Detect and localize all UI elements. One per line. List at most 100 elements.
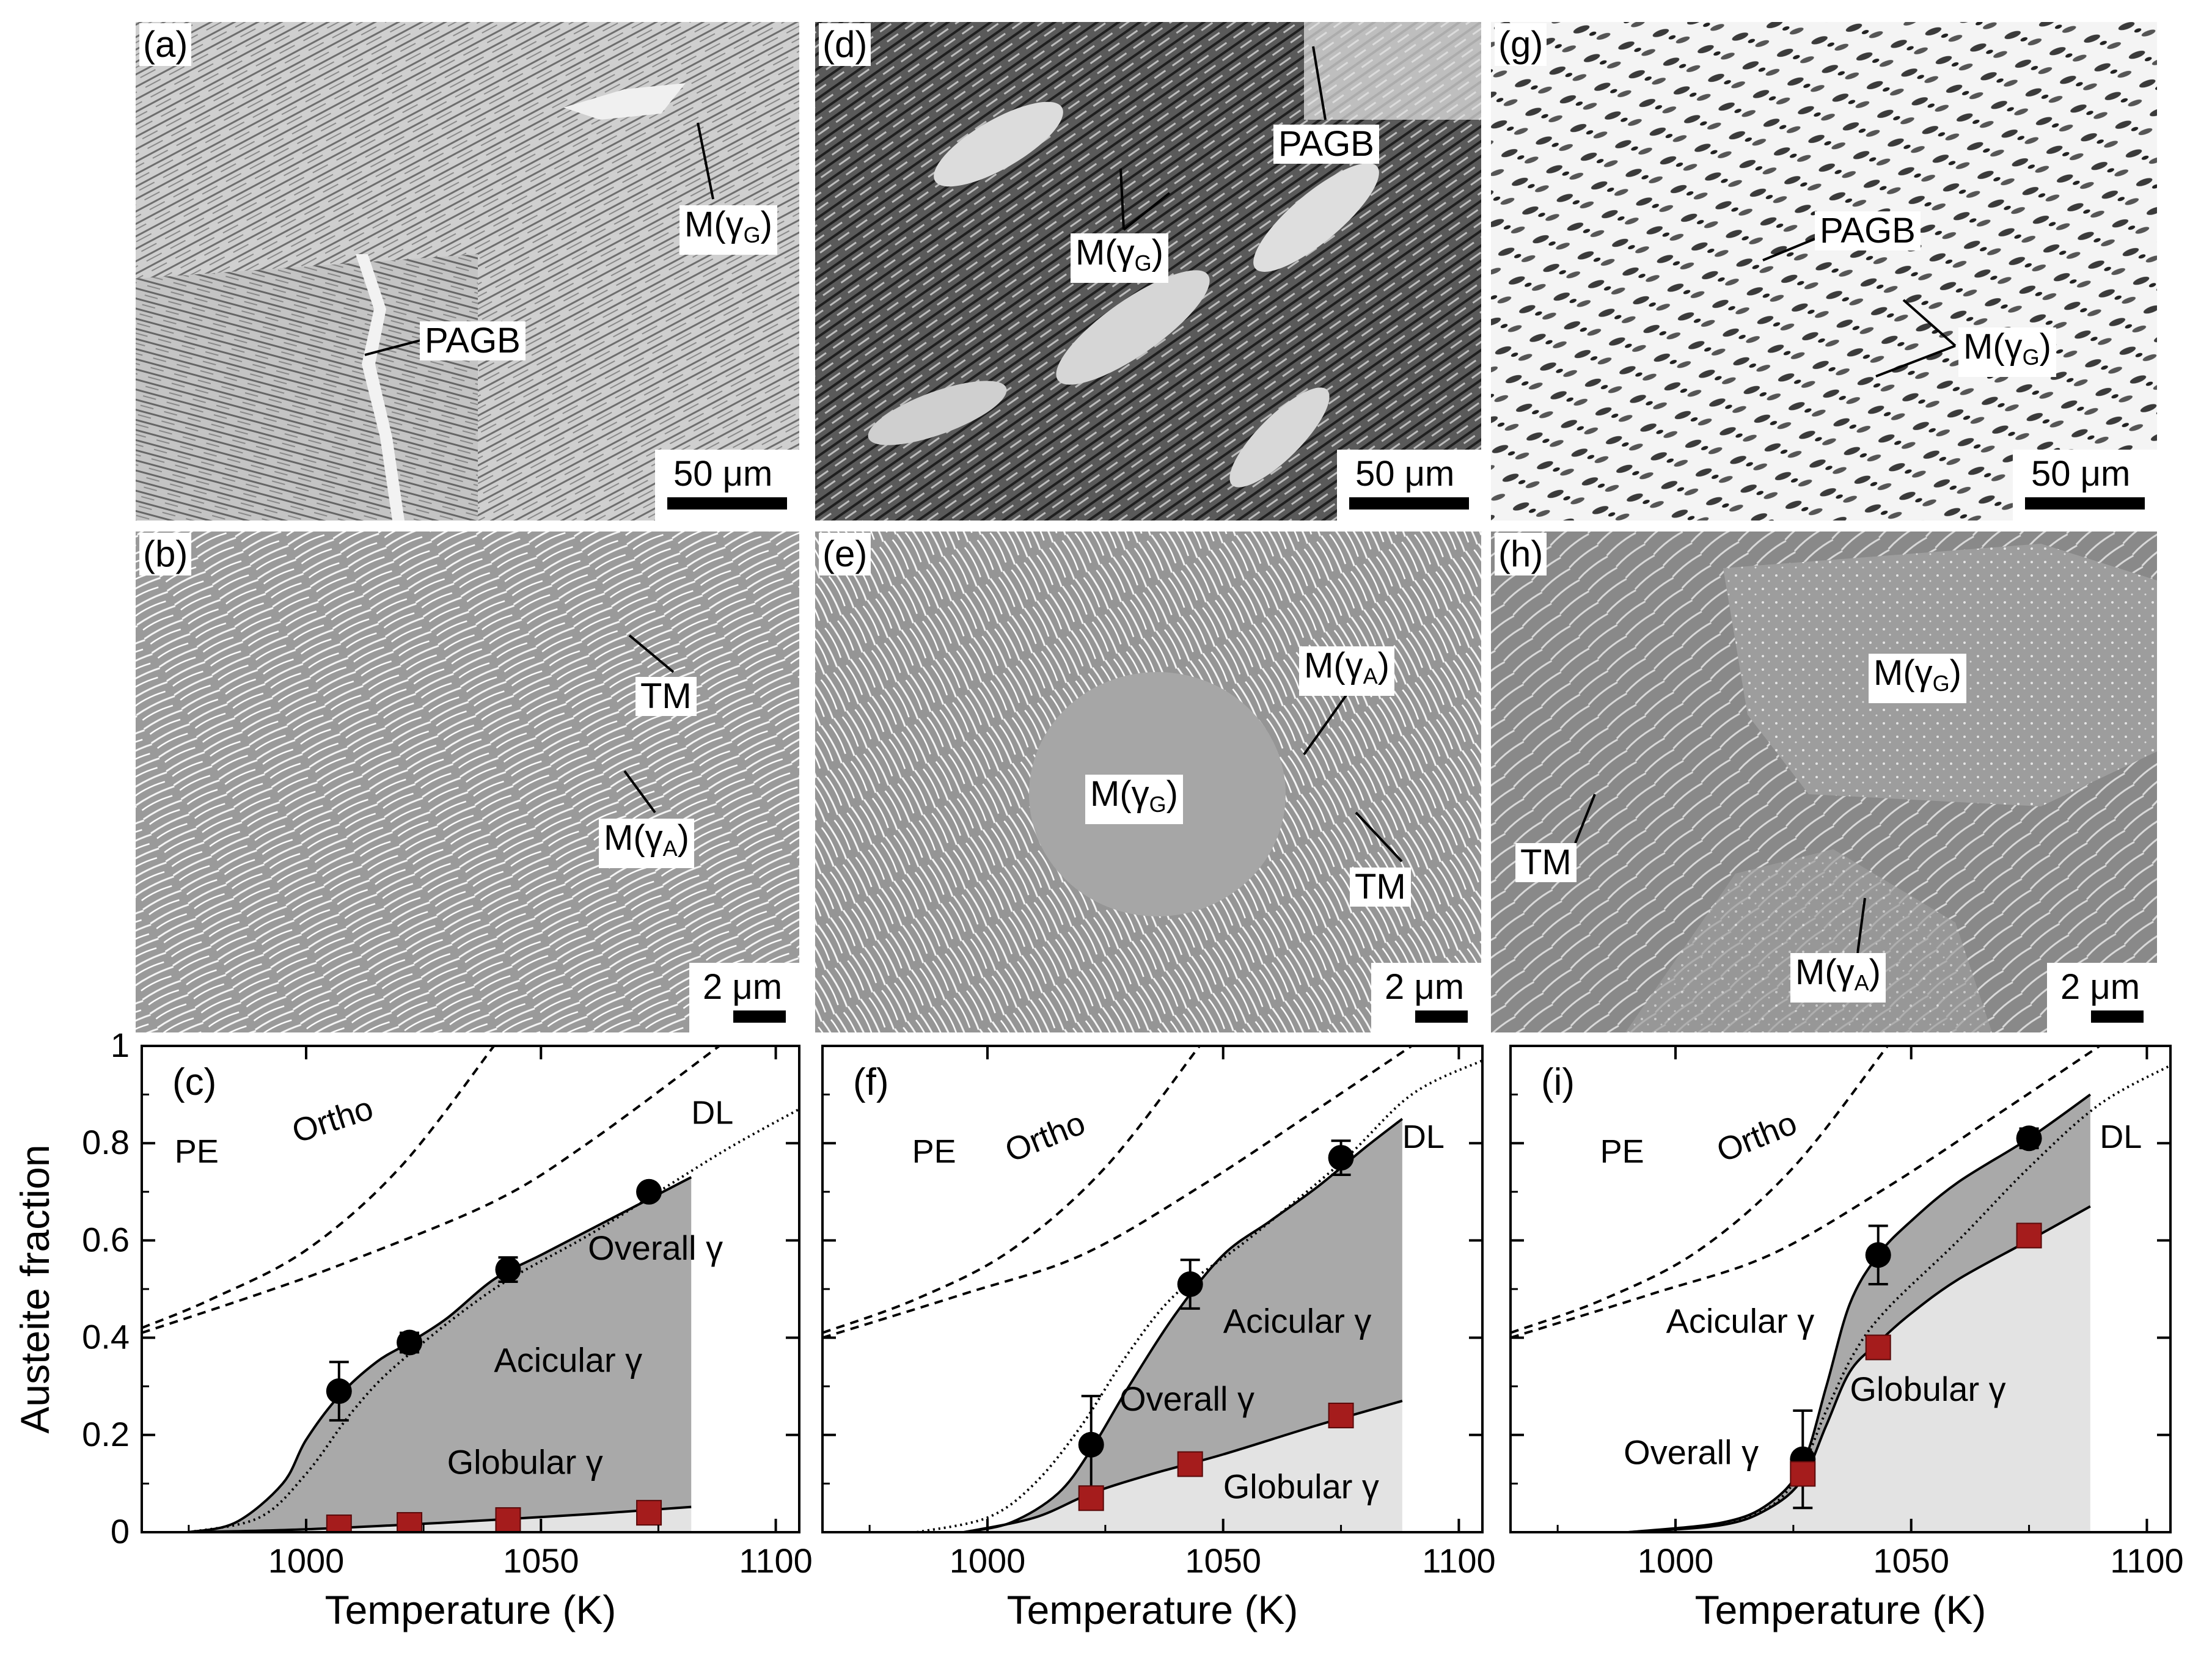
globular-region	[188, 1507, 692, 1532]
pointer-lines	[623, 634, 675, 814]
overall-label: Overall γ	[1119, 1379, 1254, 1418]
globular-point	[1790, 1461, 1816, 1487]
globular-curve	[188, 1505, 692, 1532]
pointer-lines	[1762, 238, 1957, 378]
scale-bar-label: 2 μm	[1385, 967, 1465, 1007]
x-tick-label: 1050	[1185, 1541, 1261, 1580]
panel-letter: (d)	[819, 23, 871, 66]
pointer-lines	[364, 122, 714, 356]
globular-point	[326, 1514, 352, 1532]
panel-letter: (f)	[853, 1061, 889, 1103]
micrograph-d: (d) PAGB M(γG) 50 μm	[815, 22, 1481, 521]
label-pagb: PAGB	[420, 321, 526, 360]
panel-letter: (g)	[1495, 23, 1547, 66]
overall-point	[1328, 1145, 1354, 1171]
globular-point	[2016, 1222, 2042, 1249]
scale-bar-label: 50 μm	[1355, 454, 1455, 494]
scale-bar-line	[733, 1010, 786, 1023]
overall-point	[1865, 1242, 1891, 1268]
label-m-gamma-g: M(γG)	[1085, 775, 1183, 824]
pointer-lines	[1303, 683, 1403, 863]
pe-curve	[142, 1046, 496, 1329]
globular-point	[1328, 1402, 1354, 1428]
ortho-label: Ortho	[1712, 1105, 1802, 1169]
dl-label: DL	[1402, 1119, 1445, 1155]
micrograph-a: (a) M(γG) PAGB 50 μm	[136, 22, 799, 521]
label-m-gamma-a: M(γA)	[599, 819, 694, 868]
chart-1: 0 0.2 0.4 0.6 0.8 1 1000 1050 1100 Temperature (K…	[82, 1026, 813, 1632]
micrograph-g-texture	[1491, 22, 2157, 521]
scale-bar: 2 μm	[2047, 963, 2157, 1032]
globular-point	[1078, 1485, 1104, 1511]
micrograph-h: (h) M(γG) TM M(γA) 2 μm	[1491, 532, 2157, 1032]
scale-bar-line	[1415, 1010, 1468, 1023]
scale-bar: 2 μm	[689, 963, 799, 1032]
panel-letter: (c)	[172, 1061, 216, 1103]
pe-label: PE	[1600, 1133, 1644, 1170]
x-tick-label: 1100	[2110, 1541, 2183, 1580]
plot-area	[822, 1046, 1482, 1532]
acicular-region	[1628, 1094, 2090, 1532]
x-tick-label: 1000	[950, 1541, 1026, 1580]
acicular-label: Acicular γ	[494, 1340, 642, 1379]
acicular-region	[964, 1119, 1402, 1532]
globular-label: Globular γ	[1850, 1370, 2005, 1408]
overall-label: Overall γ	[588, 1229, 723, 1267]
globular-region	[1628, 1206, 2090, 1532]
scale-bar-line	[2025, 497, 2145, 510]
x-axis-label: Temperature (K)	[1007, 1587, 1298, 1632]
panel-letter: (i)	[1541, 1061, 1575, 1103]
x-tick-label: 1100	[1422, 1541, 1495, 1580]
overall-label: Overall γ	[1624, 1433, 1759, 1472]
scale-bar-label: 50 μm	[673, 454, 773, 494]
panel-letter: (h)	[1495, 533, 1547, 575]
label-pagb: PAGB	[1815, 211, 1921, 250]
y-tick-label: 0.8	[82, 1123, 130, 1161]
y-tick-label: 0.2	[82, 1415, 130, 1453]
pointer-lines	[1119, 46, 1327, 231]
overall-point	[2016, 1125, 2042, 1152]
chart-2: 1000 1050 1100 Temperature (K) (f) PE Ortho DL A…	[821, 1045, 1496, 1632]
scale-bar: 50 μm	[1337, 450, 1481, 521]
micrograph-a-texture	[136, 22, 799, 521]
y-axis-label: Austeite fraction	[12, 1144, 57, 1433]
globular-point	[495, 1507, 521, 1532]
x-tick-label: 1000	[1638, 1541, 1714, 1580]
scale-bar: 2 μm	[1371, 963, 1481, 1032]
scale-bar-line	[667, 497, 787, 510]
scale-bar-label: 2 μm	[703, 967, 783, 1007]
y-tick-label: 0.4	[82, 1318, 130, 1356]
plot-area	[1511, 1046, 2170, 1532]
x-axis-label: Temperature (K)	[1695, 1587, 1987, 1632]
ortho-label: Ortho	[288, 1090, 378, 1150]
label-tm: TM	[635, 677, 697, 716]
x-axis-label: Temperature (K)	[325, 1587, 617, 1632]
overall-point	[1177, 1271, 1203, 1298]
pe-label: PE	[912, 1133, 956, 1170]
x-tick-label: 1000	[268, 1541, 345, 1580]
scale-bar-label: 50 μm	[2031, 454, 2131, 494]
acicular-label: Acicular γ	[1666, 1302, 1815, 1340]
overall-point	[495, 1257, 521, 1283]
micrograph-e: (e) M(γA) M(γG) TM 2 μm	[815, 532, 1481, 1032]
pe-curve	[1511, 1046, 1889, 1334]
x-tick-label: 1050	[503, 1541, 579, 1580]
pe-curve	[822, 1046, 1201, 1334]
panel-letter: (b)	[139, 533, 192, 575]
label-m-gamma-g: M(γG)	[679, 205, 777, 255]
panel-letter: (a)	[139, 23, 192, 66]
pe-label: PE	[175, 1133, 219, 1170]
y-tick-label: 1	[111, 1026, 130, 1064]
label-m-gamma-g: M(γG)	[1071, 233, 1168, 283]
micrograph-g: (g) PAGB M(γG) 50 μm	[1491, 22, 2157, 521]
scale-bar-label: 2 μm	[2060, 967, 2141, 1007]
overall-point	[1078, 1431, 1104, 1458]
scale-bar: 50 μm	[655, 450, 799, 521]
overall-point	[397, 1329, 423, 1356]
micrograph-b: (b) TM M(γA) 2 μm	[136, 532, 799, 1032]
plot-area	[142, 1046, 799, 1532]
label-m-gamma-a: M(γA)	[1790, 953, 1886, 1003]
dl-label: DL	[2100, 1119, 2142, 1155]
overall-curve	[1628, 1093, 2092, 1532]
scale-bar-line	[2091, 1010, 2144, 1023]
